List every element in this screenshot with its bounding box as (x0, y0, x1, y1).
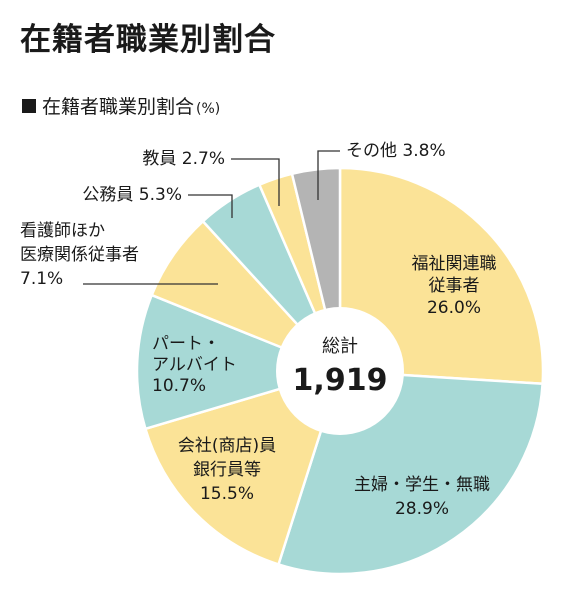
square-bullet-icon (22, 99, 36, 113)
slice-label: 銀行員等 (193, 460, 261, 480)
slice-label: 医療関係従事者 (20, 245, 139, 265)
pie-slice (338, 166, 545, 385)
slice-label: 26.0% (427, 298, 481, 318)
center-label: 総計 (322, 336, 358, 357)
slice-label: 7.1% (20, 269, 63, 289)
chart-subtitle: 在籍者職業別割合 (%) (22, 92, 220, 119)
slice-label: 28.9% (395, 499, 449, 519)
leader-line (317, 150, 340, 200)
slice-label: 10.7% (152, 376, 206, 396)
slice-label: 福祉関連職 (412, 254, 497, 274)
center-hole (276, 307, 404, 435)
subtitle-unit: (%) (196, 101, 221, 117)
page-title: 在籍者職業別割合 (20, 22, 276, 58)
slice-label: その他 3.8% (346, 141, 446, 161)
pie-slice (144, 369, 342, 566)
subtitle-text: 在籍者職業別割合 (42, 96, 195, 118)
slice-label: 教員 2.7% (142, 149, 225, 169)
slice-label: パート・ (152, 334, 220, 354)
slice-label: 会社(商店)員 (178, 436, 276, 456)
center-value: 1,919 (293, 363, 388, 398)
pie-slice (135, 293, 342, 431)
slice-label: 公務員 5.3% (82, 185, 182, 205)
slice-label: 看護師ほか (20, 221, 105, 241)
leader-line (231, 158, 280, 206)
slice-label: 主婦・学生・無職 (354, 475, 490, 495)
slice-label: アルバイト (152, 355, 237, 375)
leader-line (188, 194, 233, 218)
slice-label: 従事者 (429, 276, 480, 296)
slice-label: 15.5% (200, 484, 254, 504)
